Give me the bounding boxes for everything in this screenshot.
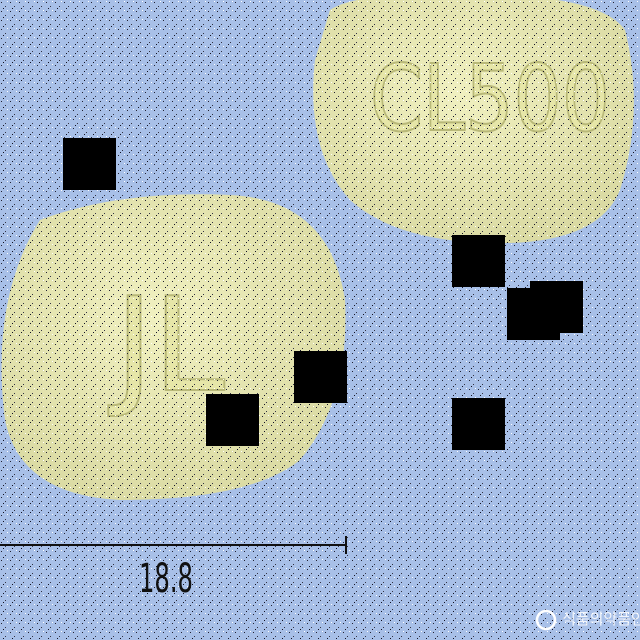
redaction	[507, 288, 560, 340]
redaction	[452, 398, 505, 450]
watermark-logo	[535, 609, 557, 631]
scale-label: 18.8	[139, 556, 193, 602]
redaction	[63, 138, 116, 190]
watermark: 식품의약품안전처	[562, 610, 640, 628]
redactions	[63, 138, 583, 450]
redaction	[452, 235, 505, 287]
redaction	[294, 351, 347, 403]
redaction	[206, 394, 259, 446]
